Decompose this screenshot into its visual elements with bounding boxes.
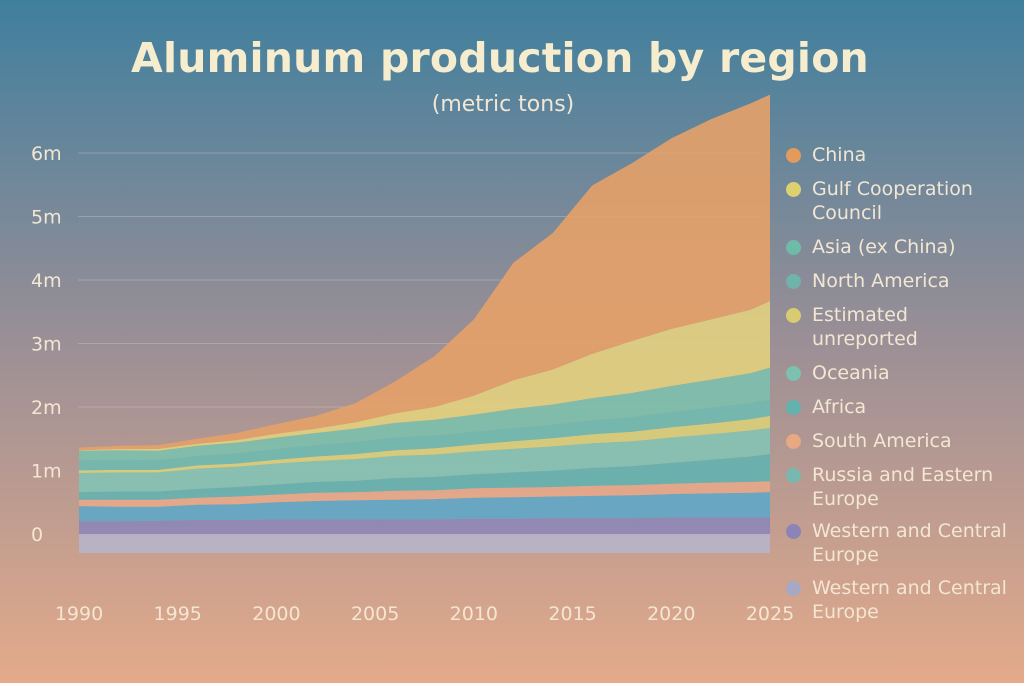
x-tick-label: 2005 bbox=[351, 603, 399, 625]
area-layer bbox=[79, 94, 770, 553]
legend-item: China bbox=[786, 143, 1012, 167]
area-asia-ex-china- bbox=[79, 367, 770, 461]
legend-swatch bbox=[786, 240, 801, 255]
y-tick-label: 5m bbox=[31, 207, 62, 229]
legend-swatch bbox=[786, 581, 801, 596]
legend-swatch bbox=[786, 308, 801, 323]
axis-layer: 0 1m 2m 3m 4m 5m 6m 1990 1995 2000 2005 2010 2015 202… bbox=[31, 143, 794, 625]
legend-label: Oceania bbox=[812, 362, 890, 384]
area-oceania bbox=[79, 428, 770, 493]
y-tick-label: 0 bbox=[31, 524, 43, 546]
legend-swatch bbox=[786, 468, 801, 483]
legend-swatch bbox=[786, 434, 801, 449]
legend-label: Western and Central Europe bbox=[812, 520, 1007, 566]
x-tick-label: 2025 bbox=[746, 603, 794, 625]
legend-label: China bbox=[812, 144, 867, 166]
x-tick-label: 2010 bbox=[450, 603, 498, 625]
area-russia-and-eastern-europe bbox=[79, 492, 770, 522]
legend-label: Africa bbox=[812, 396, 867, 418]
legend-label: South America bbox=[812, 430, 952, 452]
legend-swatch bbox=[786, 182, 801, 197]
legend-swatch bbox=[786, 148, 801, 163]
y-tick-label: 3m bbox=[31, 334, 62, 356]
area-gulf-cooperation-council bbox=[79, 301, 770, 451]
y-tick-label: 2m bbox=[31, 397, 62, 419]
legend-swatch bbox=[786, 400, 801, 415]
legend-item: Estimated unreported bbox=[786, 303, 1012, 351]
legend-label: Asia (ex China) bbox=[812, 236, 956, 258]
legend-item: Gulf Cooperation Council bbox=[786, 177, 1012, 225]
chart-title: Aluminum production by region bbox=[131, 34, 869, 82]
area-north-america bbox=[79, 399, 770, 471]
legend-label: Western and Central Europe bbox=[812, 577, 1007, 623]
y-tick-label: 1m bbox=[31, 461, 62, 483]
legend-label: Russia and Eastern Europe bbox=[812, 464, 994, 510]
legend-swatch bbox=[786, 524, 801, 539]
legend-item: South America bbox=[786, 429, 1012, 453]
x-tick-label: 2020 bbox=[647, 603, 695, 625]
legend-swatch bbox=[786, 274, 801, 289]
x-tick-label: 1990 bbox=[55, 603, 103, 625]
legend-item: Russia and Eastern Europe bbox=[786, 463, 1012, 511]
x-tick-label: 1995 bbox=[154, 603, 202, 625]
area-china bbox=[79, 94, 770, 451]
x-tick-label: 2000 bbox=[252, 603, 300, 625]
area-africa bbox=[79, 454, 770, 500]
legend-item: Asia (ex China) bbox=[786, 235, 1012, 259]
y-tick-label: 6m bbox=[31, 143, 62, 165]
area-south-america bbox=[79, 481, 770, 507]
y-tick-label: 4m bbox=[31, 270, 62, 292]
legend-item: Western and Central Europe bbox=[786, 576, 1012, 624]
area-western-and-central-europe bbox=[79, 517, 770, 534]
area-western-and-central-europe bbox=[79, 534, 770, 553]
chart-subtitle: (metric tons) bbox=[431, 92, 575, 117]
legend-label: North America bbox=[812, 270, 950, 292]
x-tick-label: 2015 bbox=[548, 603, 596, 625]
legend-item: Africa bbox=[786, 395, 1012, 419]
legend-item: Oceania bbox=[786, 361, 1012, 385]
legend-label: Gulf Cooperation Council bbox=[812, 178, 973, 224]
legend-label: Estimated unreported bbox=[812, 304, 918, 350]
legend-item: Western and Central Europe bbox=[786, 519, 1012, 567]
legend-swatch bbox=[786, 366, 801, 381]
legend-item: North America bbox=[786, 269, 1012, 293]
